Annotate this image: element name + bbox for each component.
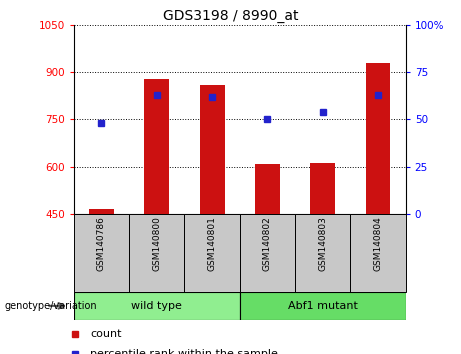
Text: genotype/variation: genotype/variation <box>5 301 97 311</box>
Text: GSM140803: GSM140803 <box>318 217 327 272</box>
Bar <box>366 63 390 214</box>
FancyBboxPatch shape <box>129 214 184 292</box>
Text: GSM140804: GSM140804 <box>373 217 383 271</box>
Bar <box>144 79 169 214</box>
Bar <box>89 209 114 214</box>
FancyBboxPatch shape <box>74 214 129 292</box>
FancyBboxPatch shape <box>350 214 406 292</box>
FancyBboxPatch shape <box>240 214 295 292</box>
FancyBboxPatch shape <box>74 292 240 320</box>
Text: GSM140800: GSM140800 <box>152 217 161 272</box>
FancyBboxPatch shape <box>240 292 406 320</box>
Text: wild type: wild type <box>131 301 182 311</box>
FancyBboxPatch shape <box>184 214 240 292</box>
Text: Abf1 mutant: Abf1 mutant <box>288 301 358 311</box>
Bar <box>310 163 335 214</box>
Bar <box>200 85 225 214</box>
Text: count: count <box>90 329 122 339</box>
FancyBboxPatch shape <box>295 214 350 292</box>
Text: GSM140786: GSM140786 <box>97 217 106 272</box>
Text: GSM140802: GSM140802 <box>263 217 272 271</box>
Text: GSM140801: GSM140801 <box>207 217 217 272</box>
Bar <box>255 164 280 214</box>
Text: GDS3198 / 8990_at: GDS3198 / 8990_at <box>163 9 298 23</box>
Text: percentile rank within the sample: percentile rank within the sample <box>90 349 278 354</box>
